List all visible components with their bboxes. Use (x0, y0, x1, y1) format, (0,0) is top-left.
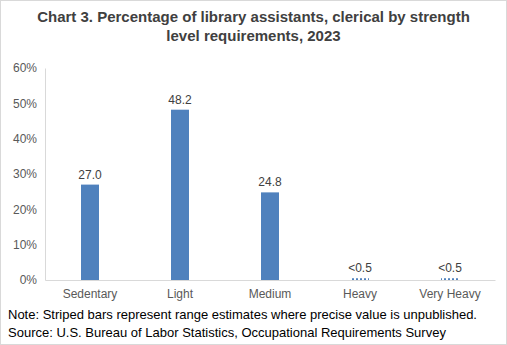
x-tick: Very Heavy (419, 280, 480, 301)
bars (81, 110, 459, 280)
x-tick: Sedentary (63, 280, 118, 301)
y-tick: 60% (13, 61, 45, 75)
data-labels: 27.0 48.2 24.8 <0.5 <0.5 (78, 93, 462, 276)
bar (441, 278, 459, 280)
x-tick: Medium (249, 280, 292, 301)
data-label: 27.0 (78, 168, 102, 182)
x-tick-label: Medium (249, 287, 292, 301)
y-axis-line (45, 69, 46, 281)
y-tick: 0% (20, 273, 45, 287)
chart: Chart 3. Percentage of library assistant… (0, 0, 507, 345)
x-axis-line (46, 280, 496, 281)
y-tick-label: 10% (13, 238, 37, 252)
bar (351, 278, 369, 280)
chart-border (1, 1, 507, 345)
bar (171, 110, 189, 280)
y-tick-label: 0% (20, 273, 38, 287)
note: Note: Striped bars represent range estim… (8, 307, 477, 322)
x-tick-label: Sedentary (63, 287, 118, 301)
title: Chart 3. Percentage of library assistant… (37, 8, 470, 44)
bar (261, 192, 279, 280)
x-tick: Light (167, 280, 194, 301)
data-label: <0.5 (348, 261, 372, 275)
x-tick-label: Heavy (343, 287, 377, 301)
y-tick-label: 20% (13, 203, 37, 217)
y-tick: 10% (13, 238, 45, 252)
source: Source: U.S. Bureau of Labor Statistics,… (8, 325, 446, 340)
x-tick-label: Light (167, 287, 194, 301)
y-tick: 30% (13, 167, 45, 181)
y-tick: 20% (13, 203, 45, 217)
x-axis: Sedentary Light Medium Heavy Very Heavy (46, 280, 496, 301)
y-tick: 40% (13, 132, 45, 146)
x-tick: Heavy (343, 280, 377, 301)
data-label: <0.5 (438, 261, 462, 275)
y-tick-label: 60% (13, 61, 37, 75)
data-label: 24.8 (258, 175, 282, 189)
y-axis: 0% 10% 20% 30% 40% 50% 60% (13, 61, 46, 287)
y-tick: 50% (13, 97, 45, 111)
x-tick-label: Very Heavy (419, 287, 480, 301)
bar (81, 185, 99, 280)
chart-container: Chart 3. Percentage of library assistant… (0, 0, 507, 345)
y-tick-label: 40% (13, 132, 37, 146)
y-tick-label: 50% (13, 97, 37, 111)
y-tick-label: 30% (13, 167, 37, 181)
data-label: 48.2 (168, 93, 192, 107)
